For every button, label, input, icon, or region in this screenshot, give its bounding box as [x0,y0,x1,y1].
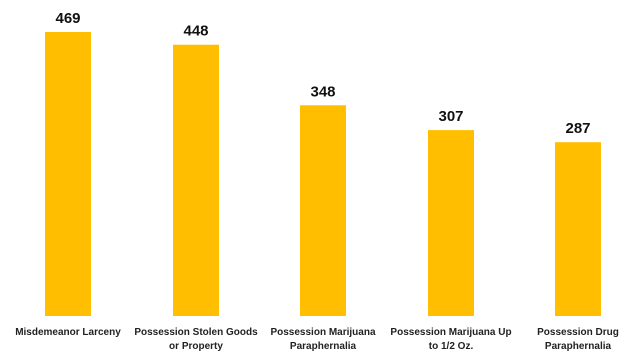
data-label-1: 469 [55,10,80,27]
category-label-line: Possession Stolen Goods [134,327,258,338]
category-label-line: Misdemeanor Larceny [15,327,121,338]
category-label-1: Misdemeanor Larceny [15,327,121,338]
bars-group [45,32,601,317]
category-label-line: or Property [169,341,223,352]
data-label-3: 348 [310,83,335,100]
category-label-line: Possession Drug [537,327,619,338]
data-label-4: 307 [438,108,463,125]
category-label-3: Possession Marijuana Paraphernalia [270,327,375,352]
bar-5 [555,142,601,316]
category-label-4: Possession Marijuana Up to 1/2 Oz. [390,327,511,352]
data-label-5: 287 [565,120,590,137]
category-label-line: Paraphernalia [290,341,357,352]
category-label-2: Possession Stolen Goods or Property [134,327,258,352]
category-labels-group: Misdemeanor Larceny Possession Stolen Goo… [15,327,619,352]
category-label-line: Possession Marijuana [270,327,375,338]
category-label-line: Paraphernalia [545,341,612,352]
data-labels-group: 469 448 348 307 287 [55,10,590,137]
bar-3 [300,105,346,317]
category-label-line: to 1/2 Oz. [429,341,474,352]
category-label-line: Possession Marijuana Up [390,327,511,338]
bar-2 [173,44,219,316]
data-label-2: 448 [183,23,208,40]
bar-4 [428,130,474,316]
category-label-5: Possession Drug Paraphernalia [537,327,619,352]
bar-1 [45,32,91,316]
